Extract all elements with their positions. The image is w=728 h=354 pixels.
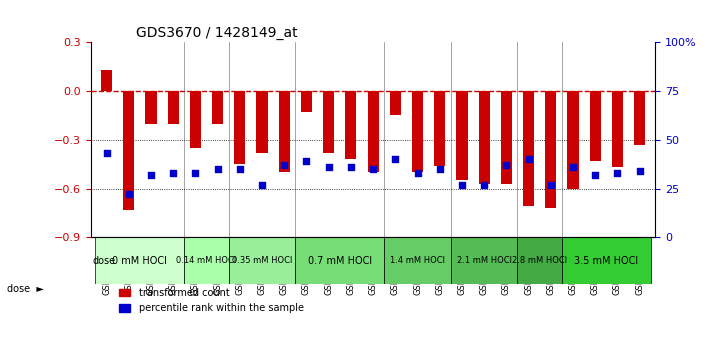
Bar [123, 91, 134, 210]
Bar [590, 91, 601, 161]
Point [545, 182, 557, 188]
Point [345, 164, 357, 170]
Point [123, 192, 135, 197]
FancyBboxPatch shape [518, 237, 562, 284]
Point [567, 164, 579, 170]
Text: dose  ►: dose ► [7, 284, 44, 293]
Bar [279, 91, 290, 172]
Bar [190, 91, 201, 148]
Point [634, 168, 646, 174]
Bar [478, 91, 490, 184]
Bar [634, 91, 645, 145]
Point [100, 151, 112, 156]
Bar [234, 91, 245, 164]
Point [278, 162, 290, 168]
Point [434, 166, 446, 172]
Bar [389, 91, 401, 115]
Bar [345, 91, 357, 159]
Bar [301, 91, 312, 112]
Text: transformed count: transformed count [139, 288, 230, 298]
Text: dose: dose [92, 256, 115, 266]
Point [301, 159, 312, 164]
Bar [523, 91, 534, 206]
Text: 2.8 mM HOCl: 2.8 mM HOCl [512, 256, 567, 265]
Bar [412, 91, 423, 172]
FancyBboxPatch shape [229, 237, 296, 284]
Point [523, 156, 534, 162]
Bar [119, 304, 130, 312]
Bar [146, 91, 157, 124]
Point [389, 156, 401, 162]
Point [256, 182, 268, 188]
FancyBboxPatch shape [296, 237, 384, 284]
Bar [612, 91, 623, 167]
Bar [501, 91, 512, 184]
Text: 2.1 mM HOCl: 2.1 mM HOCl [456, 256, 512, 265]
Bar [368, 91, 379, 172]
Bar [212, 91, 223, 124]
Bar [101, 70, 112, 91]
Point [167, 170, 179, 176]
FancyBboxPatch shape [451, 237, 518, 284]
Point [212, 166, 223, 172]
Point [478, 182, 490, 188]
Bar [434, 91, 446, 166]
Point [590, 172, 601, 178]
Bar [567, 91, 579, 189]
Text: 0.7 mM HOCl: 0.7 mM HOCl [308, 256, 372, 266]
FancyBboxPatch shape [95, 237, 184, 284]
Text: 3.5 mM HOCl: 3.5 mM HOCl [574, 256, 638, 266]
Point [368, 166, 379, 172]
Bar [119, 289, 130, 296]
Point [501, 162, 513, 168]
Text: 0 mM HOCl: 0 mM HOCl [112, 256, 167, 266]
FancyBboxPatch shape [184, 237, 229, 284]
Point [456, 182, 468, 188]
Text: 0.14 mM HOCl: 0.14 mM HOCl [176, 256, 237, 265]
Point [234, 166, 245, 172]
Point [612, 170, 623, 176]
Bar [167, 91, 179, 124]
Bar [323, 91, 334, 153]
Text: percentile rank within the sample: percentile rank within the sample [139, 303, 304, 313]
Text: 0.35 mM HOCl: 0.35 mM HOCl [232, 256, 292, 265]
Point [323, 164, 334, 170]
FancyBboxPatch shape [562, 237, 651, 284]
Bar [456, 91, 467, 181]
Point [412, 170, 424, 176]
Bar [256, 91, 268, 153]
Point [145, 172, 157, 178]
Text: GDS3670 / 1428149_at: GDS3670 / 1428149_at [136, 26, 298, 40]
Point [189, 170, 201, 176]
FancyBboxPatch shape [384, 237, 451, 284]
Text: 1.4 mM HOCl: 1.4 mM HOCl [390, 256, 445, 265]
Bar [545, 91, 556, 208]
